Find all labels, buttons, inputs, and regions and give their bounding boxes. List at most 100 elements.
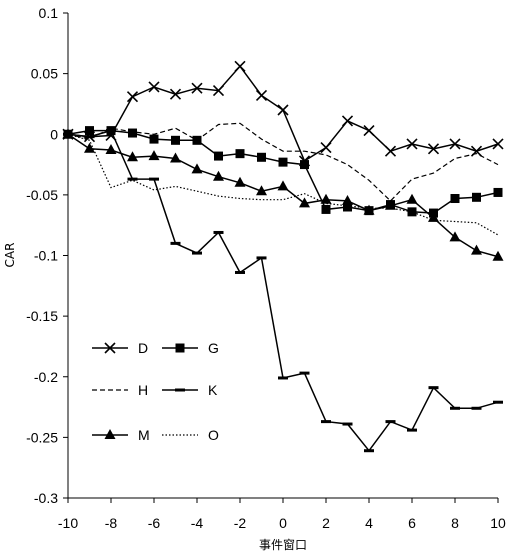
series-d-point bbox=[234, 60, 246, 72]
y-tick-label: 0.05 bbox=[31, 66, 58, 82]
y-tick-label: -0.05 bbox=[26, 187, 58, 203]
series-g-point bbox=[278, 157, 288, 167]
series-m-point bbox=[191, 163, 203, 174]
series-m-point bbox=[256, 185, 267, 196]
series-d-point bbox=[126, 91, 139, 103]
legend-item-h: H bbox=[92, 382, 148, 398]
series-m-point bbox=[342, 194, 353, 205]
series-m-point bbox=[213, 170, 224, 181]
series-m-point bbox=[363, 204, 375, 215]
x-tick-label: 4 bbox=[365, 515, 373, 531]
x-tick-label: 8 bbox=[451, 515, 459, 531]
series-d-point bbox=[492, 138, 504, 150]
series-d-point bbox=[169, 88, 182, 100]
series-m-point bbox=[406, 193, 418, 204]
series-g-point bbox=[300, 160, 309, 170]
series-k-point bbox=[170, 241, 181, 245]
series-k-point bbox=[407, 428, 417, 432]
series-d-point bbox=[191, 82, 203, 94]
series-d-point bbox=[148, 81, 160, 93]
series-k bbox=[63, 129, 503, 453]
x-tick-label: -6 bbox=[148, 515, 161, 531]
series-k-point bbox=[428, 386, 439, 390]
series-d-point bbox=[277, 104, 289, 116]
series-d-point bbox=[320, 142, 332, 154]
series-m bbox=[62, 128, 504, 261]
series-m-point bbox=[277, 180, 289, 191]
legend-label-g: G bbox=[208, 340, 219, 356]
legend-item-d: D bbox=[92, 340, 148, 356]
series-k-point bbox=[106, 129, 116, 133]
series-h-line bbox=[67, 122, 499, 202]
legend-item-k: K bbox=[162, 382, 218, 398]
series-d-point bbox=[384, 145, 397, 157]
series-g-point bbox=[128, 128, 137, 138]
x-tick-label: -2 bbox=[234, 515, 247, 531]
series-d-point bbox=[363, 125, 375, 137]
legend-item-m: M bbox=[92, 427, 150, 443]
legend-marker-k bbox=[175, 388, 185, 392]
y-axis-label: CAR bbox=[3, 243, 17, 268]
y-tick-label: -0.2 bbox=[34, 369, 58, 385]
series-h bbox=[67, 122, 499, 202]
y-tick-label: -0.25 bbox=[26, 429, 58, 445]
series-d-point bbox=[341, 115, 354, 127]
series-layer bbox=[62, 60, 504, 453]
series-g-point bbox=[149, 134, 159, 144]
series-g-point bbox=[214, 151, 223, 161]
series-k-point bbox=[84, 135, 95, 139]
axes bbox=[67, 13, 498, 499]
series-m-point bbox=[84, 142, 95, 153]
y-tick-label: -0.3 bbox=[34, 490, 58, 506]
series-d-point bbox=[406, 138, 418, 150]
series-g-point bbox=[85, 126, 94, 136]
y-tick-label: -0.1 bbox=[34, 248, 58, 264]
series-g-point bbox=[235, 149, 245, 159]
series-m-point bbox=[148, 150, 160, 161]
series-k-point bbox=[321, 420, 331, 424]
x-tick-label: -8 bbox=[105, 515, 118, 531]
series-g-point bbox=[472, 192, 481, 202]
series-k-point bbox=[450, 406, 460, 410]
series-k-point bbox=[192, 251, 202, 255]
series-m-point bbox=[62, 128, 74, 139]
series-m-point bbox=[170, 152, 181, 163]
series-k-point bbox=[299, 371, 310, 375]
legend-marker-d bbox=[104, 342, 116, 354]
series-m-point bbox=[234, 176, 246, 187]
series-d-point bbox=[449, 138, 461, 150]
series-g-point bbox=[171, 135, 180, 145]
legend-label-m: M bbox=[138, 427, 150, 443]
series-g-point bbox=[407, 207, 417, 217]
series-k-point bbox=[256, 256, 267, 260]
x-tick-label: 2 bbox=[322, 515, 330, 531]
series-k-point bbox=[213, 230, 224, 234]
series-d-point bbox=[427, 143, 440, 155]
y-tick-label: 0.1 bbox=[39, 5, 59, 21]
series-m-point bbox=[492, 250, 504, 261]
series-m-point bbox=[127, 151, 138, 162]
series-d-line bbox=[67, 65, 499, 162]
series-k-point bbox=[127, 177, 138, 181]
series-g-point bbox=[343, 202, 352, 212]
x-axis-label: 事件窗口 bbox=[259, 538, 307, 552]
series-d-point bbox=[212, 85, 225, 97]
x-tick-label: -4 bbox=[191, 515, 204, 531]
series-m-point bbox=[385, 199, 396, 210]
series-k-point bbox=[493, 400, 503, 404]
series-m-point bbox=[449, 231, 461, 242]
x-tick-labels: -10 -8 -6 -4 -2 0 2 4 6 8 10 bbox=[58, 498, 506, 531]
x-tick-label: 6 bbox=[408, 515, 416, 531]
x-tick-label: -10 bbox=[58, 515, 78, 531]
series-d-point bbox=[255, 89, 268, 102]
series-g-point bbox=[493, 187, 503, 197]
y-tick-label: 0 bbox=[50, 126, 58, 142]
series-k-point bbox=[364, 449, 374, 453]
series-g-point bbox=[257, 152, 266, 162]
series-g-point bbox=[450, 194, 460, 204]
series-k-point bbox=[385, 420, 396, 424]
series-g-point bbox=[321, 204, 331, 214]
legend-item-g: G bbox=[162, 340, 219, 356]
legend-label-d: D bbox=[138, 340, 148, 356]
